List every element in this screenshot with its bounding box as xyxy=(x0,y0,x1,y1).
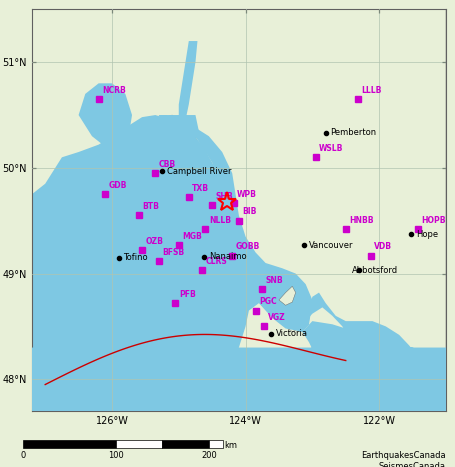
Text: WPB: WPB xyxy=(237,190,257,198)
Text: km: km xyxy=(225,441,238,450)
Polygon shape xyxy=(105,223,129,242)
Polygon shape xyxy=(159,142,184,221)
Bar xyxy=(116,440,162,448)
Text: Hope: Hope xyxy=(416,230,438,239)
Text: Campbell River: Campbell River xyxy=(167,167,231,176)
Polygon shape xyxy=(279,286,296,305)
Text: TXB: TXB xyxy=(192,184,209,193)
Text: VDB: VDB xyxy=(374,242,393,251)
Text: LLLB: LLLB xyxy=(361,86,381,95)
Text: 200: 200 xyxy=(201,451,217,460)
Text: SNB: SNB xyxy=(266,276,283,285)
Polygon shape xyxy=(45,115,309,332)
Text: Vancouver: Vancouver xyxy=(309,241,354,249)
Bar xyxy=(23,440,116,448)
Text: BTB: BTB xyxy=(142,202,159,211)
Text: HOPB: HOPB xyxy=(421,216,446,225)
Polygon shape xyxy=(179,41,197,120)
Polygon shape xyxy=(299,293,423,400)
Text: WSLB: WSLB xyxy=(319,144,344,153)
Text: 100: 100 xyxy=(108,451,124,460)
Text: Nanaimo: Nanaimo xyxy=(209,252,247,261)
Text: CLRS: CLRS xyxy=(206,257,227,266)
Text: BIB: BIB xyxy=(242,207,257,217)
Text: EarthquakesCanada
SeismesCanada: EarthquakesCanada SeismesCanada xyxy=(361,451,446,467)
Text: GDB: GDB xyxy=(109,181,127,190)
Bar xyxy=(209,440,223,448)
Text: HNBB: HNBB xyxy=(349,216,374,225)
Text: OZB: OZB xyxy=(146,237,163,246)
Text: Pemberton: Pemberton xyxy=(330,128,376,137)
Bar xyxy=(162,440,209,448)
Polygon shape xyxy=(32,321,455,411)
Text: Tofino: Tofino xyxy=(123,253,148,262)
Polygon shape xyxy=(119,223,176,253)
Text: BFSB: BFSB xyxy=(162,248,184,257)
Text: 0: 0 xyxy=(20,451,25,460)
Polygon shape xyxy=(159,115,199,157)
Polygon shape xyxy=(79,83,132,147)
Polygon shape xyxy=(146,115,312,332)
Text: CBB: CBB xyxy=(159,160,176,169)
Text: PGC: PGC xyxy=(259,297,277,306)
Text: Victoria: Victoria xyxy=(276,329,308,338)
Polygon shape xyxy=(32,9,446,411)
Text: NCRB: NCRB xyxy=(102,86,126,95)
Text: GOBB: GOBB xyxy=(236,242,260,251)
Text: MGB: MGB xyxy=(182,232,202,241)
Polygon shape xyxy=(32,9,312,411)
Text: NLLB: NLLB xyxy=(209,216,231,225)
Text: Abbotsford: Abbotsford xyxy=(353,266,399,275)
Text: VGZ: VGZ xyxy=(268,313,285,322)
Text: SHB: SHB xyxy=(216,191,233,201)
Text: PFB: PFB xyxy=(179,290,196,299)
